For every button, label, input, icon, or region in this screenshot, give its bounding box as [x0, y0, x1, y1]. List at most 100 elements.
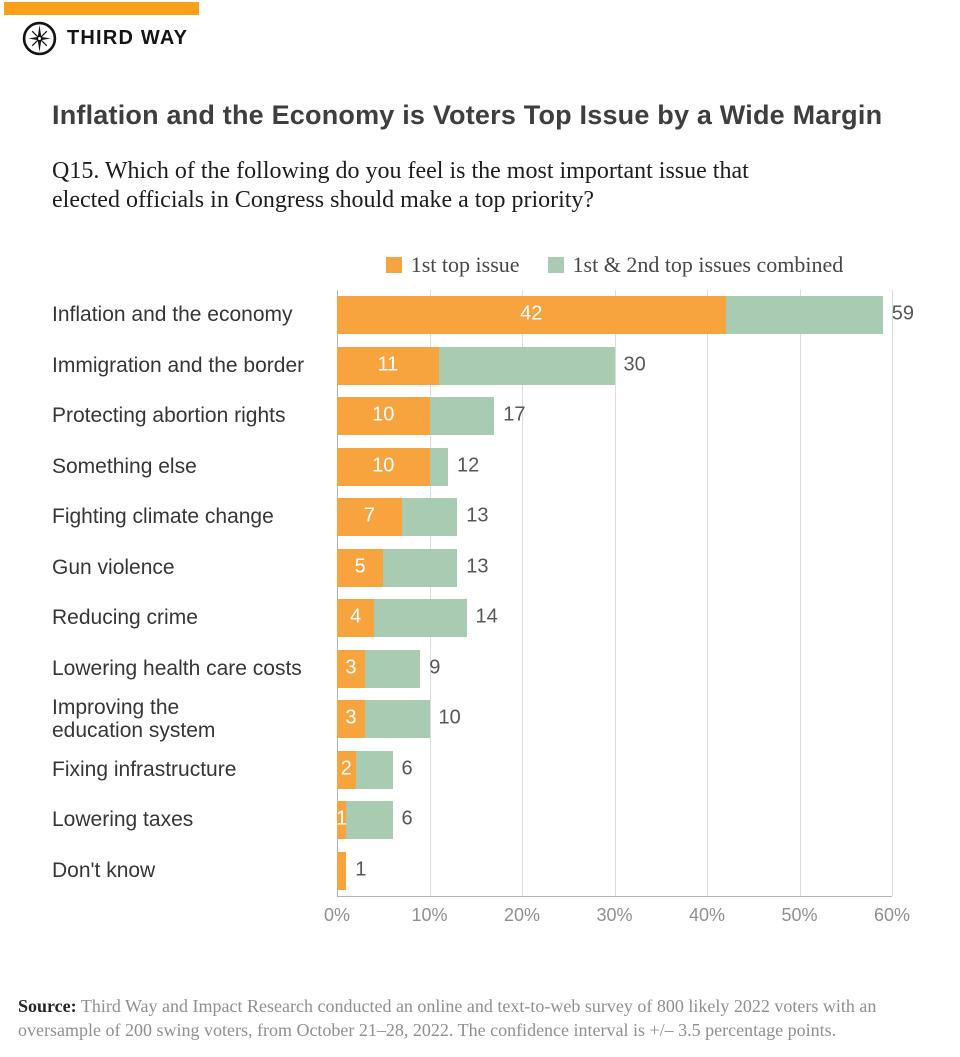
first-value-label: 10 — [372, 454, 395, 477]
first-bar-segment — [337, 548, 384, 587]
combined-value-label: 1 — [355, 858, 367, 881]
first-value-label: 2 — [340, 757, 352, 780]
combined-value-label: 14 — [475, 605, 498, 628]
bar-track: 5 13 — [337, 548, 892, 587]
first-value-label: 1 — [336, 807, 348, 830]
category-label: Don't know — [52, 858, 156, 882]
grid-layer — [337, 290, 893, 896]
first-bar-segment — [337, 801, 347, 840]
category-label: Improving the education system — [52, 695, 216, 743]
gridline — [429, 290, 431, 896]
x-tick-label: 30% — [596, 905, 633, 925]
x-axis: 0% 10% 20% 30% 40% 50% 60% — [324, 896, 910, 929]
gridline — [337, 290, 338, 896]
bar-row: Don't know 1 — [52, 846, 960, 897]
header: THIRD WAY — [21, 20, 188, 57]
combined-bar-segment — [337, 801, 393, 840]
category-label: Lowering health care costs — [52, 656, 302, 680]
gridline — [892, 290, 893, 896]
brand-accent-bar — [4, 2, 199, 15]
first-value-label: 10 — [372, 403, 395, 426]
combined-value-label: 6 — [401, 757, 413, 780]
x-tick-label: 50% — [781, 905, 818, 925]
legend-swatch — [547, 257, 564, 273]
combined-value-label: 10 — [438, 706, 461, 729]
bar-row: Reducing crime 4 14 — [52, 593, 960, 644]
bar-track: 7 13 — [337, 498, 892, 537]
category-label: Immigration and the border — [52, 353, 305, 377]
legend-item: 1st & 2nd top issues combined — [547, 252, 844, 278]
combined-value-label: 13 — [466, 555, 489, 578]
category-label: Gun violence — [52, 555, 175, 579]
combined-value-label: 6 — [401, 807, 413, 830]
combined-value-label: 9 — [429, 656, 441, 679]
bar-track: 42 59 — [337, 296, 914, 335]
chart-question: Q15. Which of the following do you feel … — [52, 158, 749, 213]
combined-value-label: 30 — [623, 353, 646, 376]
first-value-label: 7 — [363, 504, 375, 527]
chart: Inflation and the economy 42 59 Immigration… — [52, 290, 960, 896]
first-value-label: 3 — [345, 706, 357, 729]
first-bar-segment — [337, 700, 365, 739]
bar-track: 10 17 — [337, 397, 892, 436]
x-tick-label: 40% — [688, 905, 726, 925]
category-label: Fighting climate change — [52, 505, 274, 529]
gridline — [614, 290, 616, 896]
bar-row: Immigration and the border 11 30 — [52, 341, 960, 392]
x-tick-label: 10% — [411, 905, 448, 925]
bar-row: Gun violence 5 13 — [52, 543, 960, 594]
category-label: Lowering taxes — [52, 808, 194, 832]
first-value-label: 4 — [349, 605, 362, 628]
source-label: Source: — [18, 996, 77, 1016]
first-value-label: 11 — [377, 353, 399, 376]
first-bar-segment — [337, 649, 365, 688]
bar-row: Protecting abortion rights 10 17 — [52, 391, 960, 442]
x-tick-label: 0% — [323, 905, 351, 925]
bar-row: Fixing infrastructure 2 6 — [52, 745, 960, 796]
bar-track: 10 12 — [337, 447, 892, 486]
category-label: Fixing infrastructure — [52, 757, 237, 781]
category-label: Reducing crime — [52, 606, 198, 630]
gridline — [799, 290, 801, 896]
first-bar-segment — [337, 296, 726, 335]
bar-row: Lowering health care costs 3 9 — [52, 644, 960, 695]
bar-row: Fighting climate change 7 13 — [52, 492, 960, 543]
first-value-label: 5 — [354, 555, 366, 578]
first-bar-segment — [337, 447, 430, 486]
bar-track: 1 — [337, 851, 892, 890]
x-tick-label: 20% — [503, 905, 541, 925]
third-way-compass-icon — [21, 20, 58, 57]
bar-track: 11 30 — [337, 346, 892, 385]
category-label: Protecting abortion rights — [52, 404, 286, 428]
source-text: Third Way and Impact Research conducted … — [18, 996, 877, 1040]
first-bar-segment — [337, 599, 374, 638]
combined-value-label: 17 — [503, 403, 526, 426]
bar-track: 3 10 — [337, 700, 892, 739]
combined-value-label: 13 — [466, 504, 489, 527]
first-bar-segment — [337, 346, 439, 385]
first-bar-segment — [337, 397, 430, 436]
source-note: Source: Third Way and Impact Research co… — [18, 995, 946, 1043]
category-label: Something else — [52, 454, 197, 478]
brand-name: THIRD WAY — [67, 27, 189, 49]
legend-item: 1st top issue — [385, 252, 520, 278]
page-title: Inflation and the Economy is Voters Top … — [52, 100, 883, 130]
combined-value-label: 59 — [891, 302, 914, 325]
first-value-label: 3 — [345, 656, 357, 679]
first-bar-segment — [337, 851, 347, 890]
bar-row: Improving the education system 3 10 — [52, 694, 960, 745]
x-tick-label: 60% — [873, 905, 911, 925]
bar-track: 4 14 — [337, 599, 892, 638]
bar-row: Something else 10 12 — [52, 442, 960, 493]
legend-swatch — [385, 257, 402, 273]
gridline — [707, 290, 708, 896]
bar-row: Inflation and the economy 42 59 — [52, 290, 960, 341]
gridline — [522, 290, 523, 896]
legend-label: 1st & 2nd top issues combined — [572, 252, 844, 277]
bar-rows: Inflation and the economy 42 59 Immigration… — [52, 290, 960, 896]
first-value-label: 42 — [520, 302, 543, 325]
legend: 1st top issue 1st & 2nd top issues combin… — [337, 248, 892, 282]
